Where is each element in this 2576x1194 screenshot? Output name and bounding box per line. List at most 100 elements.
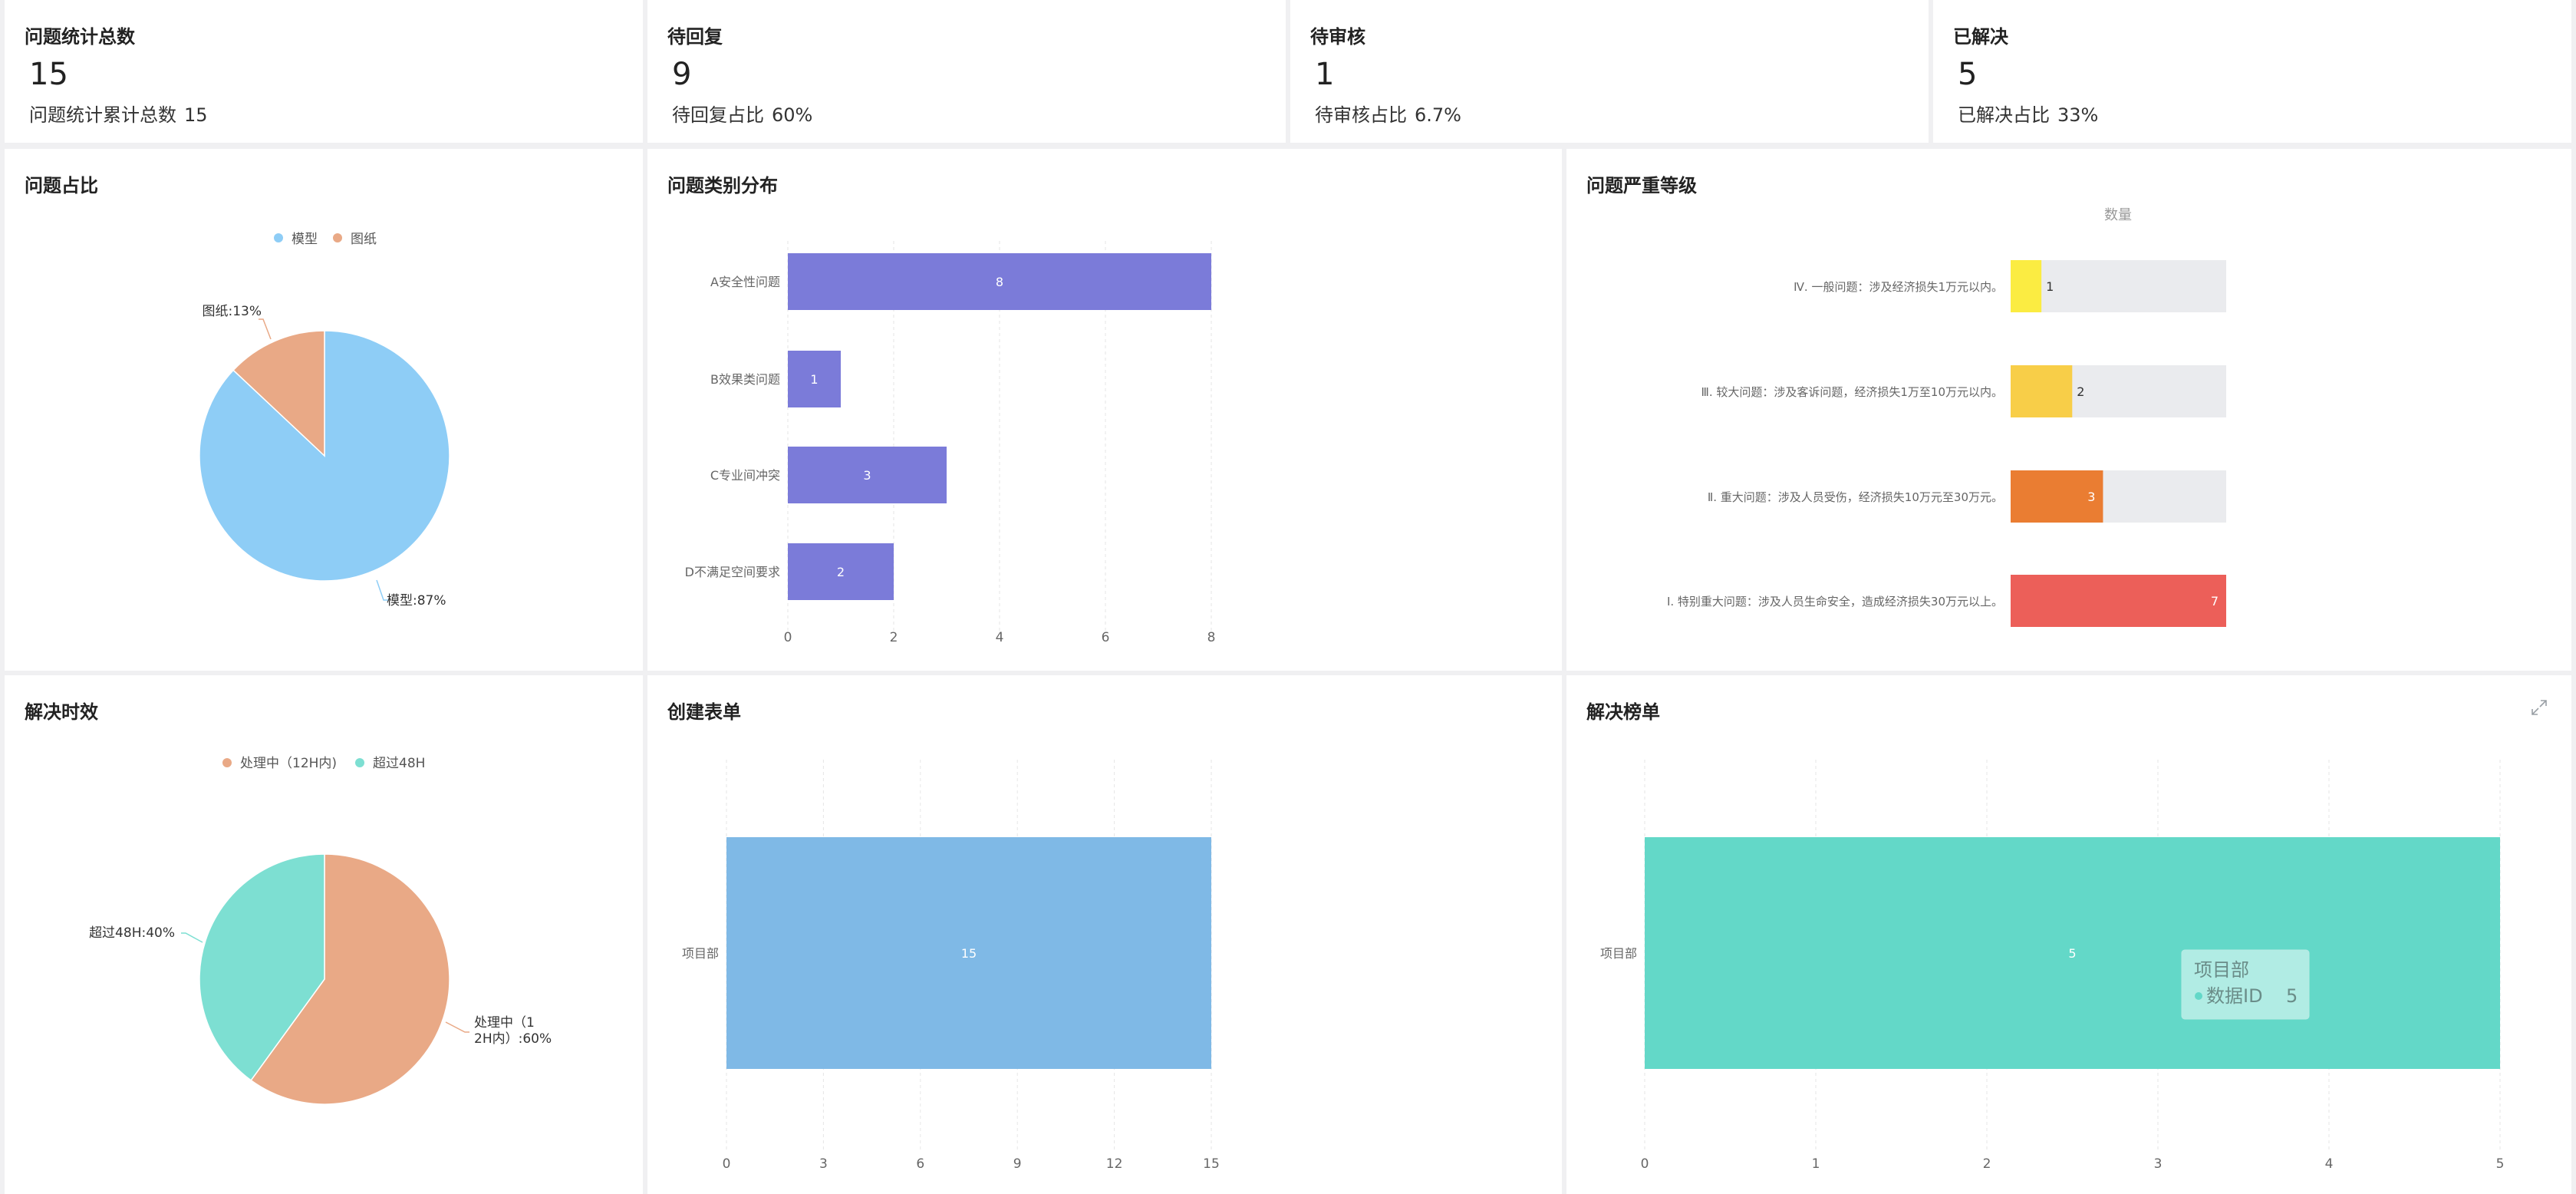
x-tick-label: 15 (1203, 1156, 1220, 1172)
stat-card-pending-review: 待审核 1 待审核占比 6.7% (1290, 0, 1929, 143)
legend-label-processing: 处理中（12H内) (240, 756, 337, 771)
card-title: 创建表单 (667, 701, 741, 723)
bar-value-label: 8 (996, 275, 1003, 289)
x-tick-label: 6 (1102, 630, 1110, 645)
x-tick-label: 9 (1013, 1156, 1022, 1172)
legend-label-drawing: 图纸 (351, 232, 377, 247)
bar-2 (2011, 470, 2103, 523)
stat-sub-label: 待回复占比 (672, 104, 764, 126)
bar-value-label: 2 (837, 565, 845, 579)
card-title: 问题占比 (25, 175, 98, 196)
tooltip-marker (2195, 992, 2202, 1000)
stat-sub: 问题统计累计总数 15 (29, 100, 208, 127)
x-tick-label: 12 (1106, 1156, 1123, 1172)
pie-chart-efficiency: 处理中（12H内) 超过48H 处理中（12H内）:60% 超过48H:40% (89, 756, 552, 1105)
y-category-label: Ⅲ. 较大问题：涉及客诉问题，经济损失1万至10万元以内。 (1701, 385, 2003, 399)
bar-value-label: 7 (2211, 594, 2219, 609)
card-ranking: 解决榜单 0 1 2 3 4 5 项目部 5 项目部 数据ID 5 (1566, 675, 2571, 1194)
stat-title: 待回复 (667, 26, 723, 48)
pie-slice-processing (250, 853, 450, 1105)
bar-value-label: 1 (810, 372, 818, 387)
y-category-label: Ⅱ. 重大问题：涉及人员受伤，经济损失10万元至30万元。 (1708, 490, 2003, 504)
leader-line-processing (445, 1021, 469, 1033)
bar-track-0 (2011, 260, 2226, 312)
pie-slice-over48 (199, 853, 325, 1081)
card-efficiency: 解决时效 处理中（12H内) 超过48H 处理中（1 2H内）:60% 超过48H:40… (5, 675, 643, 1194)
bar-2 (788, 447, 947, 503)
stat-value: 1 (1315, 57, 1335, 92)
x-tick-label: 3 (2154, 1156, 2163, 1172)
stat-sub: 待审核占比 6.7% (1315, 100, 1461, 127)
stat-card-total: 问题统计总数 15 问题统计累计总数 15 (5, 0, 643, 143)
y-category-label: A安全性问题 (710, 275, 780, 289)
pie-label-drawing: 图纸:13% (202, 304, 262, 319)
tooltip-title: 项目部 (2194, 959, 2249, 981)
bar-value-label: 2 (2077, 384, 2084, 399)
stat-sub: 已解决占比 33% (1958, 100, 2098, 127)
stat-value: 5 (1958, 57, 1978, 92)
bar-0 (726, 837, 1211, 1069)
y-category-label: 项目部 (1600, 946, 1637, 961)
card-title: 问题严重等级 (1586, 175, 1697, 196)
x-tick-label: 4 (996, 630, 1004, 645)
pie-slice-drawing (232, 330, 325, 457)
legend-marker-drawing (333, 233, 342, 242)
x-tick-label: 2 (890, 630, 898, 645)
leader-line-over48 (181, 932, 203, 943)
stat-card-pending-reply: 待回复 9 待回复占比 60% (647, 0, 1286, 143)
x-tick-label: 4 (2325, 1156, 2334, 1172)
bar-value-label: 1 (2046, 279, 2054, 294)
card-forms: 创建表单 0 3 6 9 12 15 项目部 15 (647, 675, 1562, 1194)
x-tick-label: 0 (1641, 1156, 1649, 1172)
stat-sub: 待回复占比 60% (672, 100, 812, 127)
legend-label-model: 模型 (292, 232, 318, 247)
bar-3 (788, 543, 894, 600)
legend-label-over48: 超过48H (373, 756, 425, 771)
stat-sub-value: 6.7% (1415, 104, 1461, 126)
x-tick-label: 3 (819, 1156, 828, 1172)
card-severity: 问题严重等级 数量 1 Ⅳ. 一般问题：涉及经济损失1万元以内。 2 Ⅲ. 较大问题：涉… (1566, 149, 2571, 671)
bar-value-label: 3 (863, 468, 871, 483)
stat-value: 15 (29, 57, 68, 92)
bar-value-label: 15 (961, 946, 977, 961)
bar-chart-category: 0 2 4 6 8 A安全性问题 8 B效果类问题 1 C专业间冲突 3 D不满足空间要求 2 (685, 241, 1215, 645)
tooltip-series: 数据ID (2206, 985, 2263, 1007)
stat-sub-label: 问题统计累计总数 (29, 104, 176, 126)
y-category-label: B效果类问题 (710, 372, 780, 387)
bar-1 (2011, 365, 2073, 417)
card-issue-proportion: 问题占比 模型 图纸模型:87% 图纸:13% (5, 149, 643, 671)
leader-line-drawing (259, 318, 272, 340)
y-category-label: C专业间冲突 (710, 468, 780, 483)
y-category-label: Ⅰ. 特别重大问题：涉及人员生命安全，造成经济损失30万元以上。 (1667, 595, 2003, 609)
pie-label-processing-line2: 2H内）:60% (474, 1031, 552, 1047)
y-category-label: Ⅳ. 一般问题：涉及经济损失1万元以内。 (1794, 280, 2003, 294)
legend-marker-model (274, 233, 283, 242)
card-title: 问题类别分布 (667, 175, 778, 196)
pie-label-model: 模型:87% (387, 593, 446, 609)
stat-title: 待审核 (1310, 26, 1365, 48)
tooltip-box (2181, 949, 2310, 1020)
x-tick-label: 0 (723, 1156, 731, 1172)
bar-1 (788, 351, 841, 407)
legend-marker-over48 (355, 758, 364, 767)
x-tick-label: 5 (2496, 1156, 2505, 1172)
tooltip-value: 5 (2286, 985, 2298, 1007)
x-tick-label: 6 (916, 1156, 924, 1172)
pie-label-processing-line1: 处理中（1 (474, 1015, 535, 1031)
bar-0 (2011, 260, 2042, 312)
bar-value-label: 5 (2068, 946, 2076, 961)
stat-sub-value: 33% (2057, 104, 2099, 126)
bar-0 (1645, 837, 2500, 1069)
stat-title: 已解决 (1953, 26, 2008, 48)
stat-sub-value: 15 (184, 104, 208, 126)
bar-0 (788, 253, 1211, 310)
bar-3 (2011, 575, 2226, 627)
bar-value-label: 3 (2087, 490, 2095, 504)
bar-chart-severity: 数量 1 Ⅳ. 一般问题：涉及经济损失1万元以内。 2 Ⅲ. 较大问题：涉及客诉问题，经… (1667, 207, 2226, 627)
expand-icon[interactable] (2530, 698, 2548, 717)
series-label: 数量 (2104, 207, 2132, 223)
bar-chart-forms: 0 3 6 9 12 15 项目部 15 (682, 760, 1220, 1172)
stat-value: 9 (672, 57, 692, 92)
